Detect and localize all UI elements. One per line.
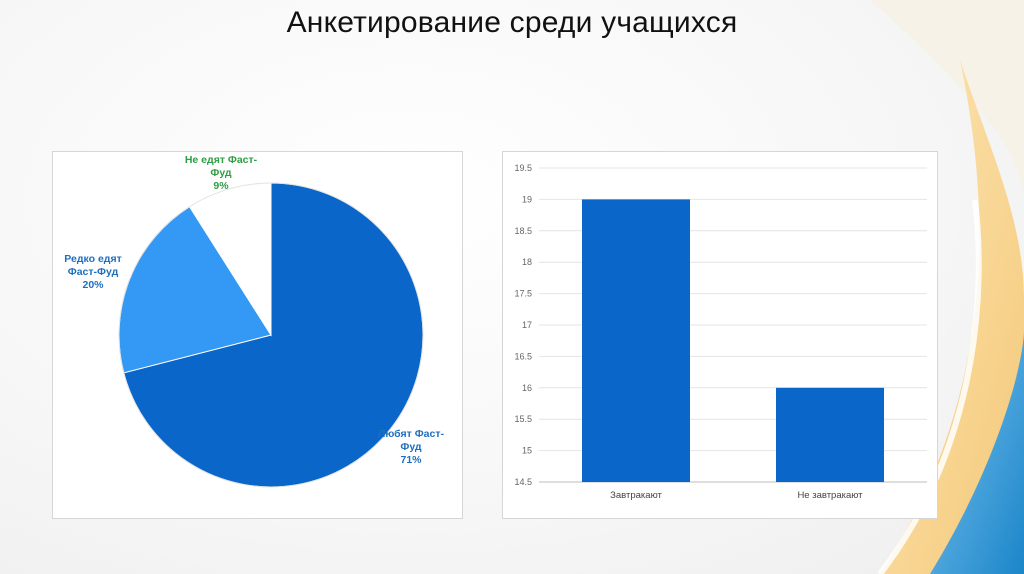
pie-data-label: Редко едят Фаст-Фуд 20% [64,253,121,291]
y-tick-label: 16 [522,383,532,393]
x-category-label: Завтракают [610,490,662,501]
y-tick-label: 16.5 [514,351,532,361]
y-tick-label: 18.5 [514,226,532,236]
x-category-label: Не завтракают [797,490,863,501]
y-tick-label: 17.5 [514,289,532,299]
y-tick-label: 15.5 [514,414,532,424]
bar [582,199,690,482]
pie-outline [118,182,424,488]
page-title: Анкетирование среди учащихся [286,6,738,39]
pie-slices [118,182,424,488]
y-tick-label: 19.5 [514,163,532,173]
pie-chart: Любят Фаст-Фуд 71% Редко едят Фаст-Фуд 20% Не… [64,154,445,488]
bar-chart: 14.5 15 15.5 16 16.5 17 17.5 18 18.5 19 19.5 Завтра… [514,163,927,501]
y-tick-label: 17 [522,320,532,330]
y-axis: 14.5 15 15.5 16 16.5 17 17.5 18 18.5 19 19.5 [514,163,532,487]
bar [776,387,884,482]
y-tick-label: 18 [522,257,532,267]
bars [582,199,884,482]
y-tick-label: 15 [522,446,532,456]
pie-data-label: Любят Фаст-Фуд 71% [378,428,445,466]
pie-chart-panel: Любят Фаст-Фуд 71% Редко едят Фаст-Фуд 20% Не… [52,151,463,519]
bar-chart-panel: 14.5 15 15.5 16 16.5 17 17.5 18 18.5 19 19.5 Завтра… [502,151,938,519]
pie-data-label: Не едят Фаст-Фуд 9% [185,154,258,192]
y-tick-label: 19 [522,194,532,204]
y-tick-label: 14.5 [514,477,532,487]
